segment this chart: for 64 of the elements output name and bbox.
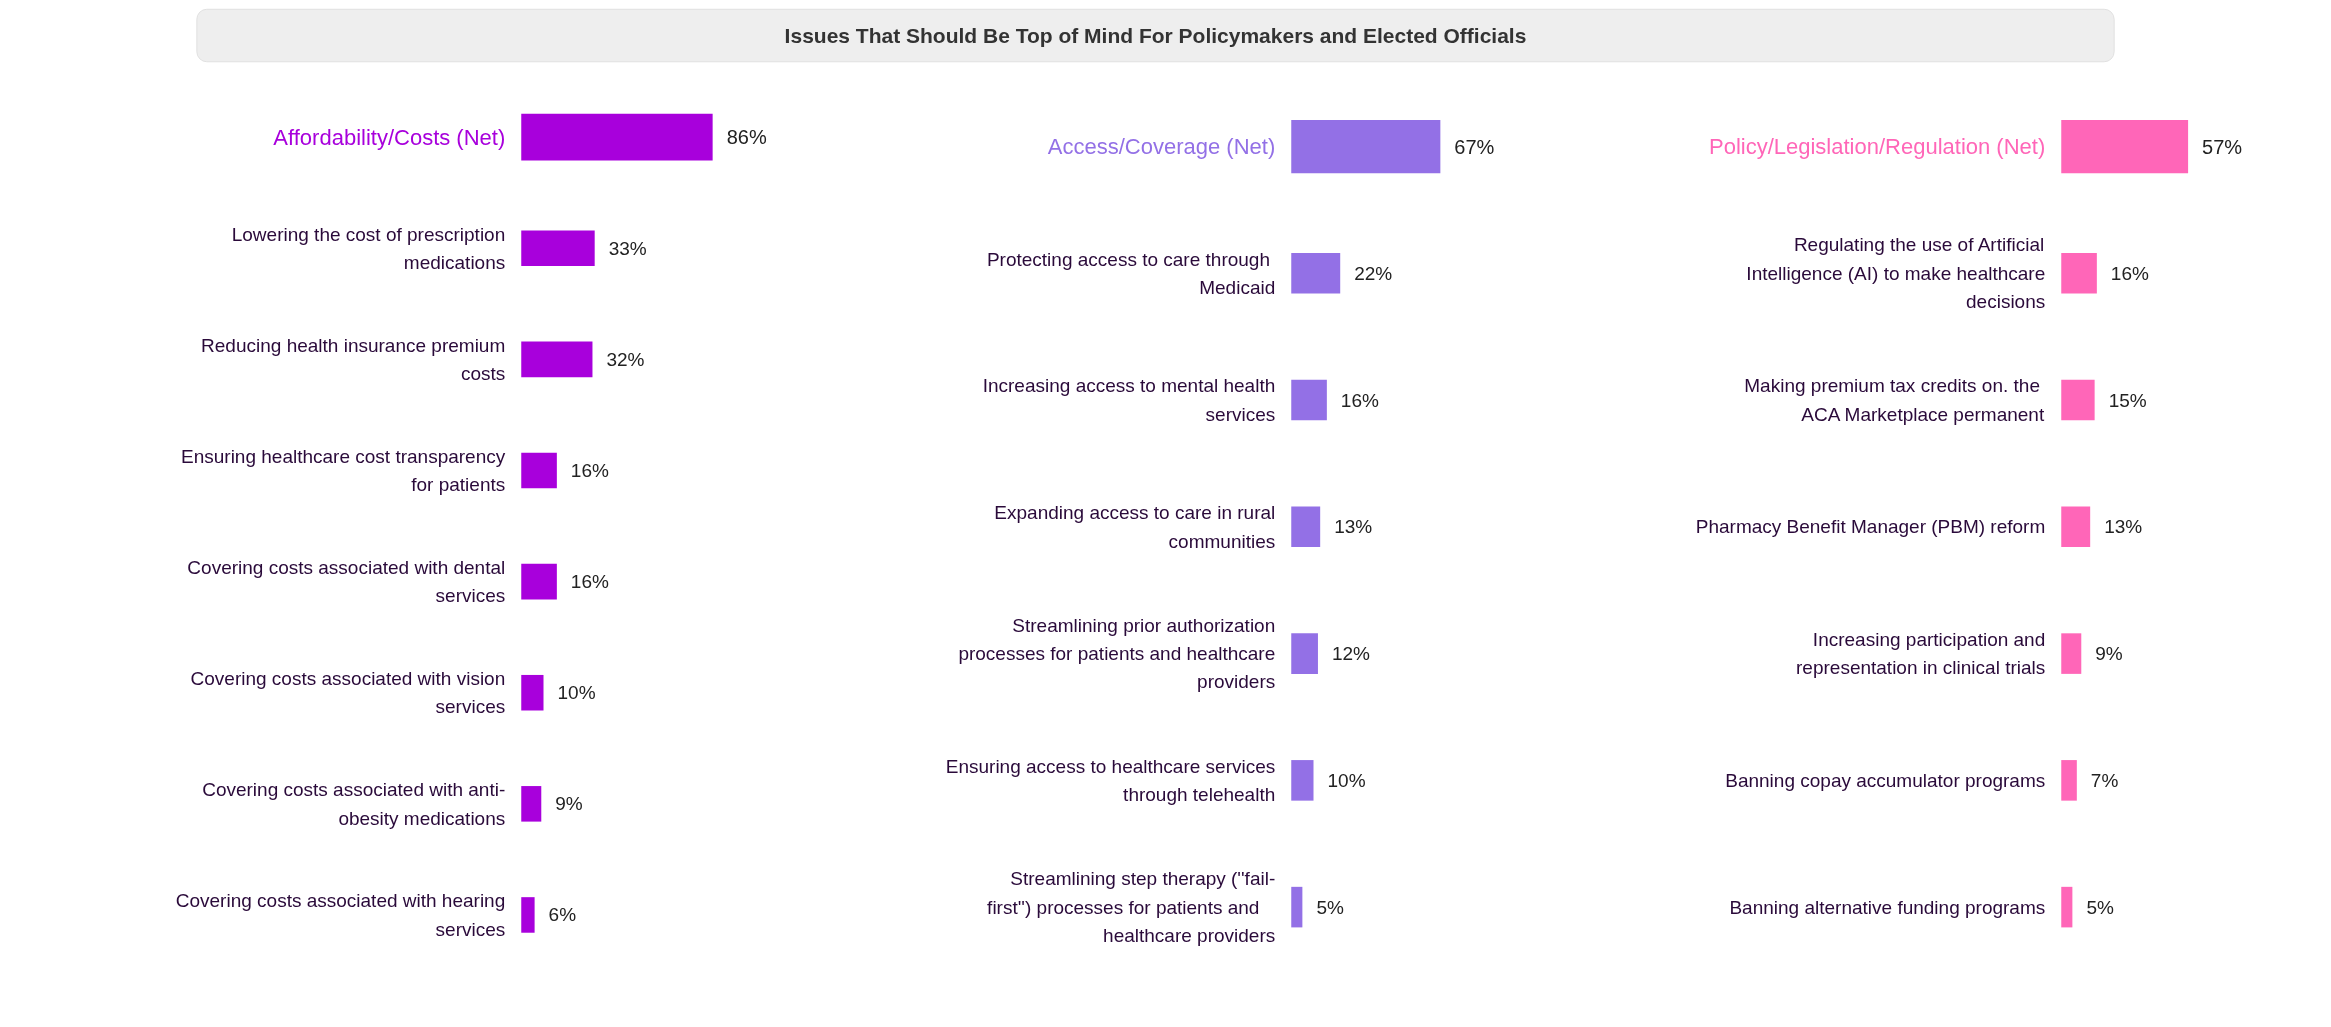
data-label: 10%	[1327, 769, 1366, 791]
data-label: 7%	[2090, 769, 2119, 791]
y-tick-label: Regulating the use of Artificial Intelligence (AI) to make healthcare decisions	[1746, 234, 2046, 313]
bar	[1291, 633, 1318, 674]
text: Issues That Should Be Top of Mind For Policymakers and Elected Officials	[784, 24, 1527, 47]
y-tick-label: Increasing participation and representation in clinical trials	[1796, 628, 2046, 679]
data-label: 32%	[606, 348, 645, 370]
bar	[1291, 886, 1303, 928]
y-tick-label: Making premium tax credits on. the ACA Marketplace permanent	[1744, 375, 2045, 425]
y-tick-label: Ensuring healthcare cost transparency for patients	[181, 445, 506, 496]
y-tick-label: Pharmacy Benefit Manager (PBM) reform	[1695, 516, 2046, 538]
y-tick-label: Covering costs associated with dental services	[187, 556, 506, 607]
y-tick-label: Covering costs associated with anti-obesity medications	[202, 779, 506, 829]
bar	[2061, 886, 2073, 928]
data-label: 33%	[608, 237, 647, 259]
bar	[1291, 760, 1314, 801]
bar	[521, 786, 542, 822]
bar	[521, 230, 595, 267]
data-label: 12%	[1331, 643, 1371, 665]
data-label: 5%	[2086, 896, 2114, 918]
y-tick-label: Banning copay accumulator programs	[1725, 769, 2046, 791]
y-tick-label: Lowering the cost of prescription medications	[231, 223, 506, 273]
data-label: 22%	[1354, 262, 1393, 284]
data-label: 57%	[2202, 135, 2243, 158]
y-tick-label: Streamlining step therapy (''fail-first'') processes for patients and healthcare providers	[987, 868, 1276, 946]
bar	[521, 341, 593, 378]
data-label: 16%	[1340, 389, 1379, 411]
data-label: 67%	[1454, 135, 1495, 158]
y-tick-label: Banning alternative funding programs	[1729, 896, 2046, 918]
bar	[521, 897, 535, 933]
data-label: 13%	[1334, 516, 1373, 538]
bar	[521, 563, 557, 600]
data-label: 86%	[726, 126, 767, 149]
bar	[1291, 253, 1341, 294]
y-tick-label: Affordability/Costs (Net)	[273, 124, 506, 150]
y-tick-label: Access/Coverage (Net)	[1047, 134, 1276, 160]
bar	[2061, 253, 2097, 294]
data-label: 15%	[2108, 389, 2147, 411]
y-tick-label: Covering costs associated with vision services	[190, 668, 506, 718]
y-tick-label: Streamlining prior authorization processes for patients and healthcare providers	[958, 614, 1276, 693]
bar	[2061, 506, 2091, 548]
data-label: 16%	[570, 460, 609, 481]
y-tick-label: Ensuring access to healthcare services through telehealth	[945, 755, 1276, 806]
data-label: 10%	[557, 682, 596, 704]
bar	[521, 452, 557, 489]
y-tick-label: Increasing access to mental health services	[982, 375, 1276, 425]
data-label: 9%	[2095, 643, 2123, 665]
data-label: 16%	[2110, 262, 2149, 284]
y-tick-label: Covering costs associated with hearing services	[175, 890, 506, 940]
bar	[1291, 506, 1321, 548]
data-label: 5%	[1316, 896, 1344, 918]
y-tick-label: Policy/Legislation/Regulation (Net)	[1708, 134, 2046, 160]
data-label: 9%	[555, 793, 583, 815]
y-tick-label: Protecting access to care through Medicaid	[986, 248, 1276, 298]
bar	[521, 674, 544, 711]
bar	[1291, 379, 1327, 421]
bar	[2061, 379, 2095, 421]
bar	[2061, 760, 2077, 801]
data-label: 6%	[548, 904, 577, 926]
y-tick-label: Expanding access to care in rural communities	[994, 502, 1276, 552]
data-label: 13%	[2104, 516, 2143, 538]
y-tick-label: Reducing health insurance premium costs	[201, 334, 506, 385]
bar	[2061, 633, 2082, 674]
data-label: 16%	[570, 571, 609, 593]
